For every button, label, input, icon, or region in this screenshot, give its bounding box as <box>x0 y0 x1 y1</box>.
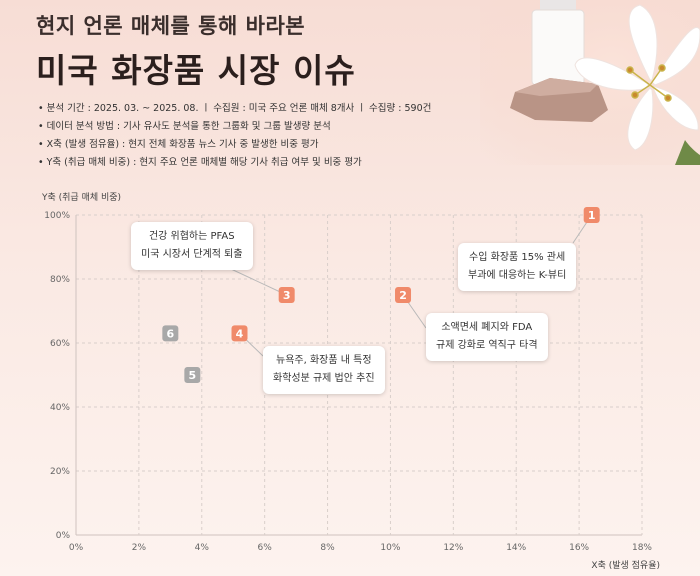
y-axis-title: Y축 (취급 매체 비중) <box>41 192 121 203</box>
note-period: • 분석 기간 : 2025. 03. ~ 2025. 08. ㅣ 수집원 : … <box>38 103 432 114</box>
x-tick-label: 16% <box>569 543 589 553</box>
point-label: 6 <box>167 327 175 340</box>
note-y-axis: • Y축 (취급 매체 비중) : 현지 주요 언론 매체별 해당 기사 취급 … <box>38 157 362 168</box>
data-point-3: 3 <box>278 287 295 303</box>
annotation-line: 수입 화장품 15% 관세 <box>469 252 566 263</box>
annotation-line: 화학성분 규제 법안 추진 <box>273 373 375 384</box>
y-tick-label: 60% <box>50 339 70 349</box>
cosmetics-lily-illustration <box>480 0 700 165</box>
x-tick-label: 4% <box>195 543 210 553</box>
annotation-3: 건강 위협하는 PFAS 미국 시장서 단계적 퇴출 <box>131 222 253 270</box>
data-point-1: 1 <box>583 207 600 223</box>
point-label: 1 <box>588 209 596 222</box>
x-tick-label: 12% <box>443 543 463 553</box>
point-marker <box>395 287 412 303</box>
y-tick-label: 80% <box>50 275 70 285</box>
page-subtitle: 현지 언론 매체를 통해 바라본 <box>36 14 306 38</box>
data-point-6: 6 <box>162 325 179 342</box>
chart-grid <box>75 214 643 536</box>
header: 현지 언론 매체를 통해 바라본 미국 화장품 시장 이슈 <box>36 10 456 92</box>
annotation-line: 소액면세 폐지와 FDA <box>441 322 533 333</box>
note-method: • 데이터 분석 방법 : 기사 유사도 분석을 통한 그룹화 및 그룹 발생량… <box>38 121 331 132</box>
point-marker <box>583 207 600 223</box>
annotation-line: 미국 시장서 단계적 퇴출 <box>141 249 243 260</box>
y-tick-label: 0% <box>56 531 71 541</box>
y-tick-label: 40% <box>50 403 70 413</box>
point-marker <box>184 367 201 383</box>
annotation-connector <box>230 268 287 296</box>
y-tick-label: 100% <box>44 211 70 221</box>
point-label: 2 <box>399 289 407 302</box>
x-tick-label: 10% <box>380 543 400 553</box>
data-point-4: 4 <box>231 325 248 342</box>
annotation-line: 부과에 대응하는 K-뷰티 <box>468 270 567 281</box>
analysis-notes: • 분석 기간 : 2025. 03. ~ 2025. 08. ㅣ 수집원 : … <box>38 100 431 172</box>
point-label: 3 <box>283 289 291 302</box>
annotation-2: 소액면세 폐지와 FDA 규제 강화로 역직구 타격 <box>426 313 548 361</box>
x-tick-label: 2% <box>132 543 147 553</box>
x-axis-title: X축 (발생 점유율) <box>591 559 660 571</box>
annotation-line: 건강 위협하는 PFAS <box>148 231 235 242</box>
x-tick-label: 18% <box>632 543 652 553</box>
annotation-line: 뉴욕주, 화장품 내 특정 <box>276 355 372 366</box>
point-marker <box>231 325 248 342</box>
page-title: 미국 화장품 시장 이슈 <box>36 51 356 90</box>
x-tick-label: 6% <box>258 543 273 553</box>
chart-ticks: 0% 20% 40% 60% 80% 100% 0% 2% 4% 6% 8% 10% 12% 14% 16%… <box>44 211 652 553</box>
point-label: 5 <box>189 369 197 382</box>
point-marker <box>278 287 295 303</box>
annotation-line: 규제 강화로 역직구 타격 <box>436 340 538 351</box>
y-tick-label: 20% <box>50 467 70 477</box>
x-tick-label: 14% <box>506 543 526 553</box>
data-point-2: 2 <box>395 287 412 303</box>
x-tick-label: 0% <box>69 543 84 553</box>
point-label: 4 <box>236 327 244 340</box>
point-marker <box>162 325 179 342</box>
data-point-5: 5 <box>184 367 201 383</box>
chart-points: 1 2 3 4 5 6 <box>162 207 600 383</box>
x-tick-label: 8% <box>320 543 335 553</box>
note-x-axis: • X축 (발생 점유율) : 현지 전체 화장품 뉴스 기사 중 발생한 비중… <box>38 139 319 150</box>
